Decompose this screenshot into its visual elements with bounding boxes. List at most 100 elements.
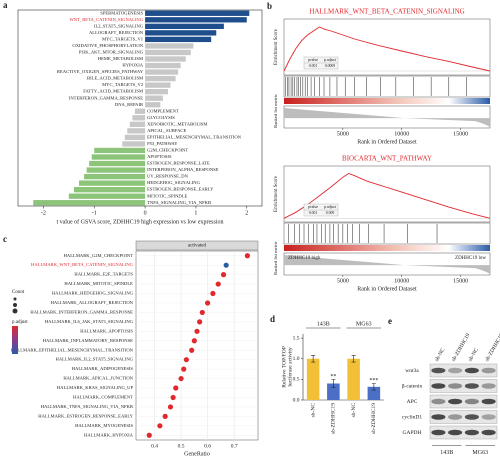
hits-frame: [283, 222, 491, 245]
band: [464, 398, 479, 405]
category-label: HALLMARK_HYPOXIA: [84, 432, 134, 437]
category-label: INTERFERON_GAMMA_RESPONSE: [69, 95, 143, 100]
blot-strip: [429, 410, 498, 424]
dot: [189, 347, 195, 353]
x-tick-label: 0.5: [178, 443, 185, 449]
significance: ***: [369, 378, 378, 384]
bar: [127, 128, 146, 134]
bar: [145, 56, 186, 62]
category-label: HALLMARK_COMPLEMENT: [73, 395, 133, 400]
error-bar: [311, 355, 316, 363]
bar: [145, 30, 217, 36]
dot: [215, 281, 221, 287]
x-tick-label: 5000: [337, 278, 349, 284]
x-tick-label: sb-ZDHHC19: [371, 403, 377, 434]
group-label: MG63: [356, 321, 372, 327]
category-label: HALLMARK_IL2_STAT5_SIGNALING: [56, 357, 134, 362]
protein-label: APC: [407, 399, 418, 405]
category-label: GLYCOLYSIS: [147, 115, 175, 120]
gsea-title: HALLMARK_WNT_BETA_CATENIN_SIGNALING: [309, 8, 464, 16]
band: [448, 383, 463, 389]
y-axis-label: Enrichment Score: [274, 175, 279, 212]
x-tick-label: 1: [194, 210, 197, 216]
panel-label: b: [267, 1, 272, 11]
band: [431, 398, 446, 405]
table-header: pvalue: [308, 205, 318, 209]
dot: [146, 432, 152, 438]
x-tick-label: 15000: [453, 278, 468, 284]
category-label: HALLMARK_WNT_BETA_CATENIN_SIGNALING: [31, 262, 134, 267]
y-tick-label: 1.5: [293, 335, 300, 341]
dot: [210, 290, 216, 297]
bar: [145, 23, 224, 29]
legend-title: Count: [12, 290, 25, 295]
x-tick-label: 10000: [394, 278, 409, 284]
dot: [178, 375, 184, 382]
x-tick-label: 10000: [394, 131, 409, 137]
category-label: HEDGEHOG_SIGNALING: [147, 180, 201, 185]
band: [464, 383, 479, 389]
category-label: ALLOGRAFT_REJECTION: [89, 30, 144, 35]
panel-label: a: [3, 0, 8, 10]
legend-size-dot: [13, 297, 17, 301]
dot: [173, 385, 179, 391]
category-label: EPITHELIAL_MESENCHYMAL_TRANSITION: [147, 134, 242, 139]
bar: [89, 160, 146, 167]
dot: [199, 309, 205, 316]
group-label: 143B: [317, 321, 330, 327]
bar: [134, 108, 146, 114]
category-label: HEME_METABOLISM: [98, 56, 143, 61]
x-axis-label: Rank in Ordered Dataset: [357, 286, 417, 292]
band: [481, 414, 496, 420]
category-label: COMPLEMENT: [147, 108, 179, 113]
y-axis-label: luciferase activity: [286, 347, 293, 386]
category-label: UV_RESPONSE_DN: [147, 174, 189, 179]
bar: [91, 154, 146, 160]
dot: [183, 357, 189, 363]
category-label: HALLMARK_ADIPOGENESIS: [72, 366, 134, 371]
bar: [145, 43, 194, 49]
x-tick-label: -1: [92, 210, 97, 216]
blot-strip: [429, 363, 498, 378]
category-label: HALLMARK_MITOTIC_SPINDLE: [64, 281, 133, 286]
category-label: HALLMARK_HEDGEHOG_SIGNALING: [52, 291, 134, 296]
y-axis-label-2: Ranked list metric: [273, 94, 278, 128]
legend-size-dot: [13, 303, 17, 307]
table-header: p.adjust: [324, 205, 337, 209]
blot-strip: [429, 394, 498, 409]
bar: [145, 49, 191, 56]
x-tick-label: sb-ZDHHC19: [331, 403, 337, 434]
table-cell: 0.001: [309, 211, 318, 215]
table-cell: 0.009: [326, 211, 335, 215]
dot: [223, 262, 229, 268]
es-frame: [283, 18, 491, 76]
ranked-metric-area: [284, 108, 490, 127]
bar: [73, 187, 146, 193]
x-tick-label: sb-NC: [310, 403, 316, 418]
error-bar: [351, 355, 356, 363]
band: [448, 367, 463, 374]
category-label: HYPOXIA: [122, 63, 143, 68]
x-tick-label: 5000: [337, 131, 349, 137]
x-tick-label: 2: [245, 210, 248, 216]
bar: [145, 17, 247, 23]
category-label: SPERMATOGENESIS: [100, 10, 143, 15]
protein-label: cyclinD1: [402, 414, 422, 420]
x-tick-label: -2: [41, 210, 46, 216]
protein-label: GAPDH: [403, 430, 422, 436]
bar: [33, 200, 146, 206]
bar: [124, 134, 146, 141]
bar: [86, 167, 146, 173]
dot: [167, 404, 174, 410]
category-label: DNA_REPAIR: [115, 102, 144, 107]
bar: [145, 75, 176, 82]
category-label: HALLMARK_APOPTOSIS: [80, 328, 133, 333]
bar: [68, 193, 146, 199]
dot: [205, 300, 211, 306]
rank-colorbar: [284, 98, 490, 104]
category-label: HALLMARK_MYOGENESIS: [75, 423, 133, 428]
strip-title: activated: [188, 244, 207, 249]
legend-title: p.adjust: [12, 320, 28, 325]
bar: [145, 82, 171, 88]
